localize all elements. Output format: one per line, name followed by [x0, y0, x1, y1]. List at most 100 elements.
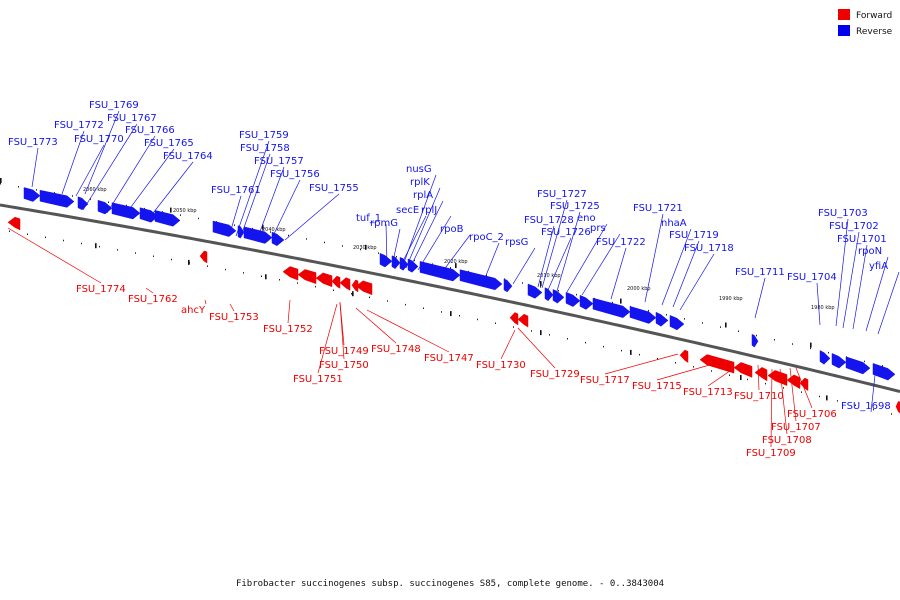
gene-label-fsu-1711[interactable]: FSU_1711 [735, 267, 785, 278]
gene-label-fsu-1729[interactable]: FSU_1729 [530, 369, 580, 380]
gene-label-fsu-1715[interactable]: FSU_1715 [632, 381, 682, 392]
gene-label-fsu-1707[interactable]: FSU_1707 [771, 422, 821, 433]
reverse-gene-arrow[interactable] [872, 363, 896, 381]
forward-gene-arrow[interactable] [699, 354, 735, 374]
gene-label-fsu-1721[interactable]: FSU_1721 [633, 203, 683, 214]
reverse-gene-arrow[interactable] [23, 187, 41, 202]
gene-label-rplk[interactable]: rplK [410, 177, 430, 188]
gene-label-fsu-1755[interactable]: FSU_1755 [309, 183, 359, 194]
reverse-gene-arrow[interactable] [819, 350, 831, 365]
reverse-gene-arrow[interactable] [544, 287, 554, 302]
reverse-gene-arrow[interactable] [845, 356, 871, 375]
gene-label-fsu-1753[interactable]: FSU_1753 [209, 312, 259, 323]
forward-gene-arrow[interactable] [517, 313, 529, 328]
gene-label-fsu-1764[interactable]: FSU_1764 [163, 151, 213, 162]
gene-label-fsu-1767[interactable]: FSU_1767 [107, 113, 157, 124]
gene-label-rpob[interactable]: rpoB [440, 224, 464, 235]
gene-label-fsu-1749[interactable]: FSU_1749 [319, 346, 369, 357]
gene-label-fsu-1762[interactable]: FSU_1762 [128, 294, 178, 305]
reverse-gene-arrow[interactable] [77, 196, 89, 211]
gene-label-fsu-1758[interactable]: FSU_1758 [240, 143, 290, 154]
gene-label-fsu-1698[interactable]: FSU_1698 [841, 401, 891, 412]
reverse-gene-arrow[interactable] [407, 258, 419, 273]
gene-label-fsu-1702[interactable]: FSU_1702 [829, 221, 879, 232]
reverse-gene-arrow[interactable] [111, 202, 141, 220]
reverse-gene-arrow[interactable] [629, 306, 657, 324]
gene-label-fsu-1759[interactable]: FSU_1759 [239, 130, 289, 141]
reverse-gene-arrow[interactable] [592, 297, 631, 318]
gene-label-ahcy[interactable]: ahcY [181, 305, 206, 316]
gene-label-fsu-1761[interactable]: FSU_1761 [211, 185, 261, 196]
gene-label-fsu-1772[interactable]: FSU_1772 [54, 120, 104, 131]
forward-gene-arrow[interactable] [767, 370, 788, 386]
gene-label-fsu-1773[interactable]: FSU_1773 [8, 137, 58, 148]
gene-label-fsu-1751[interactable]: FSU_1751 [293, 374, 343, 385]
reverse-gene-arrow[interactable] [391, 255, 401, 269]
gene-label-fsu-1757[interactable]: FSU_1757 [254, 156, 304, 167]
forward-gene-arrow[interactable] [754, 367, 768, 382]
gene-label-fsu-1756[interactable]: FSU_1756 [270, 169, 320, 180]
reverse-gene-arrow[interactable] [751, 333, 759, 348]
reverse-gene-arrow[interactable] [419, 261, 461, 282]
gene-label-fsu-1706[interactable]: FSU_1706 [787, 409, 837, 420]
gene-label-fsu-1728[interactable]: FSU_1728 [524, 215, 574, 226]
gene-label-fsu-1710[interactable]: FSU_1710 [734, 391, 784, 402]
reverse-gene-arrow[interactable] [237, 225, 245, 239]
gene-label-yfia[interactable]: yfiA [869, 261, 888, 272]
reverse-gene-arrow[interactable] [459, 269, 503, 291]
forward-gene-arrow[interactable] [895, 401, 900, 414]
gene-label-prs[interactable]: prs [590, 223, 606, 234]
gene-label-fsu-1708[interactable]: FSU_1708 [762, 435, 812, 446]
forward-gene-arrow[interactable] [297, 269, 317, 284]
gene-label-fsu-1765[interactable]: FSU_1765 [144, 138, 194, 149]
gene-label-fsu-1730[interactable]: FSU_1730 [476, 360, 526, 371]
reverse-gene-arrow[interactable] [39, 189, 75, 208]
gene-label-fsu-1769[interactable]: FSU_1769 [89, 100, 139, 111]
forward-gene-arrow[interactable] [7, 216, 21, 231]
forward-gene-arrow[interactable] [799, 377, 809, 392]
forward-gene-arrow[interactable] [355, 280, 373, 296]
gene-label-fsu-1752[interactable]: FSU_1752 [263, 324, 313, 335]
gene-label-fsu-1770[interactable]: FSU_1770 [74, 134, 124, 145]
gene-label-sece[interactable]: secE [396, 205, 419, 216]
gene-label-fsu-1718[interactable]: FSU_1718 [684, 243, 734, 254]
reverse-gene-arrow[interactable] [139, 207, 159, 223]
forward-gene-arrow[interactable] [351, 279, 359, 293]
gene-label-fsu-1747[interactable]: FSU_1747 [424, 353, 474, 364]
forward-gene-arrow[interactable] [331, 275, 341, 289]
forward-gene-arrow[interactable] [315, 272, 333, 288]
reverse-gene-arrow[interactable] [831, 353, 847, 369]
gene-label-rpsg[interactable]: rpsG [505, 237, 528, 248]
reverse-gene-arrow[interactable] [579, 294, 594, 310]
gene-label-fsu-1717[interactable]: FSU_1717 [580, 375, 630, 386]
gene-label-fsu-1774[interactable]: FSU_1774 [76, 284, 126, 295]
reverse-gene-arrow[interactable] [154, 210, 181, 227]
forward-gene-arrow[interactable] [199, 250, 208, 264]
reverse-gene-arrow[interactable] [655, 311, 669, 327]
gene-label-fsu-1766[interactable]: FSU_1766 [125, 125, 175, 136]
forward-gene-arrow[interactable] [679, 349, 689, 363]
gene-label-nusg[interactable]: nusG [406, 164, 432, 175]
gene-label-fsu-1713[interactable]: FSU_1713 [683, 387, 733, 398]
gene-label-eno[interactable]: eno [577, 213, 596, 224]
gene-label-rplj[interactable]: rplJ [421, 205, 437, 216]
gene-label-fsu-1725[interactable]: FSU_1725 [550, 201, 600, 212]
reverse-gene-arrow[interactable] [503, 278, 513, 293]
gene-label-rpla[interactable]: rplA [413, 190, 433, 201]
gene-label-nhaa[interactable]: nhaA [661, 218, 687, 229]
reverse-gene-arrow[interactable] [243, 226, 273, 244]
gene-label-rpoc-2[interactable]: rpoC_2 [469, 232, 504, 243]
gene-label-fsu-1701[interactable]: FSU_1701 [837, 234, 887, 245]
gene-label-fsu-1727[interactable]: FSU_1727 [537, 189, 587, 200]
reverse-gene-arrow[interactable] [379, 252, 393, 268]
gene-label-fsu-1704[interactable]: FSU_1704 [787, 272, 837, 283]
forward-gene-arrow[interactable] [786, 374, 801, 390]
gene-label-fsu-1722[interactable]: FSU_1722 [596, 237, 646, 248]
gene-label-tuf-1[interactable]: tuf_1 [356, 213, 381, 224]
reverse-gene-arrow[interactable] [271, 231, 285, 247]
forward-gene-arrow[interactable] [733, 362, 753, 378]
reverse-gene-arrow[interactable] [97, 199, 113, 215]
gene-label-rpon[interactable]: rpoN [858, 246, 882, 257]
reverse-gene-arrow[interactable] [527, 283, 543, 299]
gene-label-fsu-1750[interactable]: FSU_1750 [319, 360, 369, 371]
